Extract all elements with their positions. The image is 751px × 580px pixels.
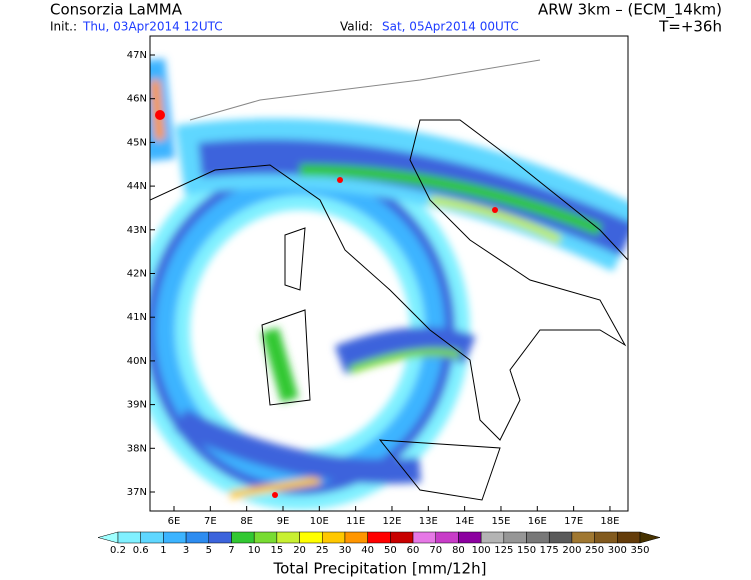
colorbar-label: 15	[271, 545, 284, 556]
colorbar-label: 60	[407, 545, 420, 556]
lat-tick-label: 38N	[127, 443, 147, 454]
left-title: Consorzia LaMMA	[50, 1, 183, 19]
lat-tick-label: 41N	[127, 312, 147, 323]
lat-tick-label: 46N	[127, 94, 147, 105]
colorbar-box	[276, 531, 300, 544]
colorbar-label: 175	[540, 545, 559, 556]
colorbar-box	[322, 531, 346, 544]
valid-label: Valid:	[340, 20, 373, 34]
colorbar-label: 25	[316, 545, 329, 556]
lon-tick-label: 12E	[382, 516, 401, 527]
colorbar-label: 7	[228, 545, 234, 556]
colorbar-label: 125	[494, 545, 513, 556]
colorbar-label: 10	[248, 545, 261, 556]
colorbar-box	[503, 531, 527, 544]
colorbar-box	[299, 531, 323, 544]
lead-time: T=+36h	[658, 18, 722, 36]
lat-tick-label: 43N	[127, 225, 147, 236]
colorbar-label: 50	[384, 545, 397, 556]
lon-tick-label: 15E	[491, 516, 510, 527]
colorbar-label: 100	[472, 545, 491, 556]
lon-tick-label: 18E	[600, 516, 619, 527]
colorbar-box	[548, 531, 573, 544]
lon-tick-label: 16E	[528, 516, 547, 527]
lon-tick-label: 6E	[168, 516, 181, 527]
right-title: ARW 3km – (ECM_14km)	[538, 1, 722, 20]
colorbar-box	[253, 531, 278, 544]
colorbar-box	[140, 531, 164, 544]
colorbar-label: 0.6	[133, 545, 149, 556]
lat-tick-label: 39N	[127, 400, 147, 411]
colorbar-label: 70	[429, 545, 442, 556]
colorbar-box	[367, 531, 391, 544]
lon-tick-label: 9E	[277, 516, 290, 527]
colorbar-box	[231, 531, 255, 544]
colorbar-label: 80	[452, 545, 465, 556]
colorbar-label: 0.2	[110, 545, 126, 556]
lon-tick-label: 8E	[240, 516, 253, 527]
colorbar-box	[571, 531, 595, 544]
lat-tick-label: 40N	[127, 356, 147, 367]
colorbar-label: 250	[585, 545, 604, 556]
lon-tick-label: 17E	[564, 516, 583, 527]
colorbar-box	[480, 531, 505, 544]
lon-tick-label: 7E	[204, 516, 217, 527]
colorbar-box	[185, 531, 210, 544]
init-label: Init.:	[50, 20, 77, 34]
precipitation-field	[150, 58, 628, 510]
colorbar-box	[390, 531, 414, 544]
lat-tick-label: 42N	[127, 269, 147, 280]
colorbar-box	[117, 531, 141, 544]
colorbar-label: 200	[562, 545, 581, 556]
colorbar-title: Total Precipitation [mm/12h]	[273, 560, 487, 578]
colorbar-label: 30	[339, 545, 352, 556]
lon-tick-label: 13E	[419, 516, 438, 527]
colorbar-box	[458, 531, 482, 544]
lat-tick-label: 37N	[127, 487, 147, 498]
colorbar-label: 1	[160, 545, 166, 556]
lon-tick-label: 11E	[346, 516, 365, 527]
colorbar-label: 300	[608, 545, 627, 556]
colorbar-arrow	[97, 531, 119, 544]
colorbar-box	[435, 531, 459, 544]
init-value: Thu, 03Apr2014 12UTC	[82, 20, 223, 34]
lat-tick-label: 44N	[127, 181, 147, 192]
colorbar-label: 5	[206, 545, 212, 556]
colorbar-box	[412, 531, 436, 544]
lat-tick-label: 47N	[127, 50, 147, 61]
lat-tick-label: 45N	[127, 137, 147, 148]
colorbar-box	[594, 531, 618, 544]
lon-tick-label: 10E	[310, 516, 329, 527]
colorbar-label: 40	[361, 545, 374, 556]
colorbar-label: 150	[517, 545, 536, 556]
colorbar-label: 20	[293, 545, 306, 556]
valid-value: Sat, 05Apr2014 00UTC	[382, 20, 519, 34]
colorbar-box	[617, 531, 641, 544]
lon-tick-label: 14E	[455, 516, 474, 527]
colorbar-box	[163, 531, 187, 544]
colorbar-label: 3	[183, 545, 189, 556]
colorbar-label: 350	[630, 545, 649, 556]
colorbar-box	[526, 531, 550, 544]
colorbar-arrow	[639, 531, 661, 544]
colorbar-box	[344, 531, 368, 544]
colorbar-box	[208, 531, 232, 544]
